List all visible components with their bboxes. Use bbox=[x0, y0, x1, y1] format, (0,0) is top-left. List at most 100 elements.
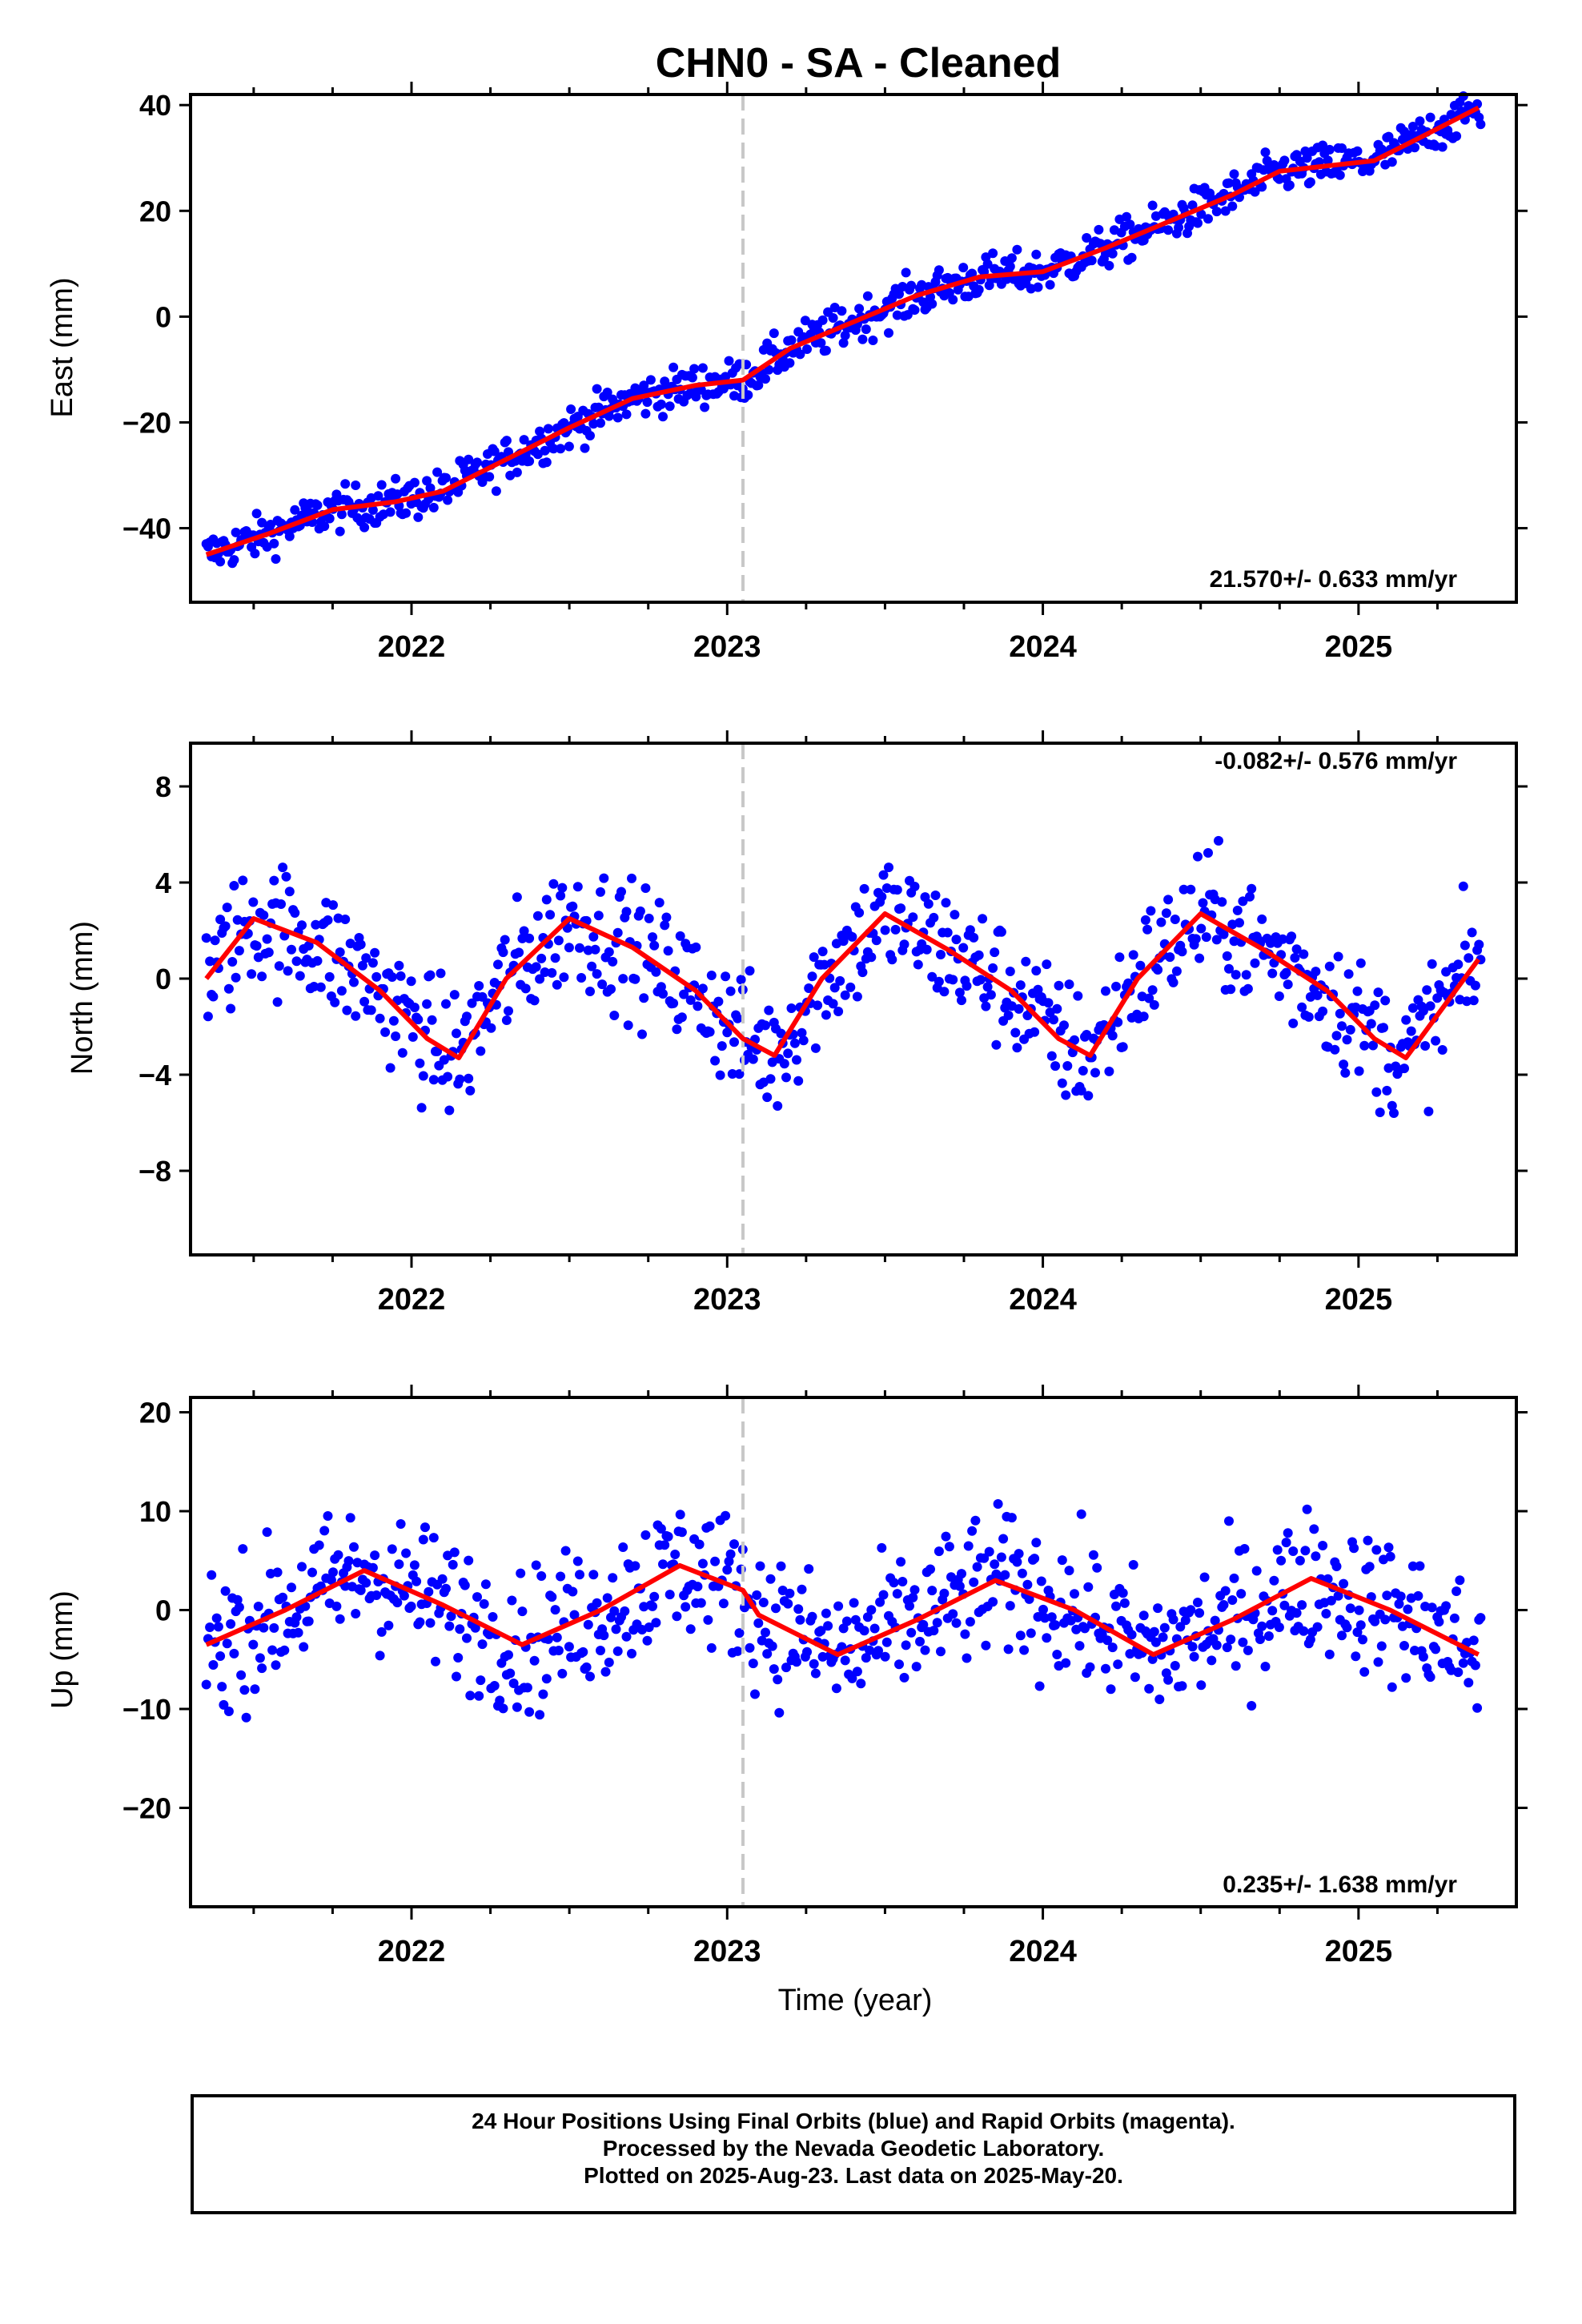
data-point bbox=[532, 911, 543, 921]
data-point bbox=[269, 875, 279, 886]
data-point bbox=[795, 349, 805, 360]
data-point bbox=[866, 952, 877, 963]
data-point bbox=[464, 454, 474, 464]
data-point bbox=[331, 1601, 342, 1611]
data-point bbox=[462, 1633, 472, 1643]
data-point bbox=[1163, 895, 1174, 905]
data-point bbox=[1031, 966, 1042, 976]
data-point bbox=[1189, 1651, 1199, 1662]
data-point bbox=[452, 1028, 461, 1039]
data-point bbox=[1042, 959, 1052, 970]
plot-frame bbox=[189, 1396, 1518, 1908]
data-point bbox=[884, 862, 893, 873]
data-point bbox=[489, 446, 500, 456]
data-point bbox=[409, 477, 420, 488]
data-point bbox=[299, 1642, 309, 1652]
data-point bbox=[592, 969, 602, 979]
data-point bbox=[585, 431, 595, 440]
data-point bbox=[1144, 1683, 1154, 1694]
data-point bbox=[1130, 1672, 1140, 1683]
data-point bbox=[543, 1634, 553, 1644]
data-point bbox=[807, 1611, 817, 1622]
data-point bbox=[432, 467, 443, 477]
data-point bbox=[1163, 225, 1174, 235]
data-point bbox=[951, 1618, 962, 1628]
data-point bbox=[1373, 1657, 1383, 1667]
data-point bbox=[1219, 929, 1229, 939]
data-point bbox=[840, 330, 850, 340]
data-point bbox=[328, 900, 338, 911]
data-point bbox=[713, 996, 724, 1007]
data-point bbox=[345, 1513, 355, 1523]
data-point bbox=[1318, 1541, 1328, 1550]
data-point bbox=[892, 1589, 902, 1599]
data-point bbox=[1323, 1574, 1333, 1584]
data-point bbox=[1297, 1002, 1307, 1012]
data-point bbox=[1299, 1626, 1309, 1636]
data-point bbox=[831, 1683, 841, 1694]
data-point bbox=[797, 1584, 807, 1594]
data-point bbox=[272, 1567, 283, 1578]
data-point bbox=[1050, 1061, 1061, 1072]
data-point bbox=[222, 1638, 232, 1649]
data-point bbox=[1470, 980, 1480, 991]
data-point bbox=[263, 947, 274, 958]
data-point bbox=[765, 1574, 776, 1584]
data-point bbox=[1017, 1568, 1027, 1578]
data-point bbox=[1387, 157, 1397, 167]
plot-frame bbox=[189, 93, 1518, 604]
data-point bbox=[449, 1547, 460, 1558]
data-point bbox=[1311, 967, 1321, 977]
data-point bbox=[428, 1533, 439, 1543]
data-point bbox=[672, 1611, 682, 1622]
data-point bbox=[251, 509, 262, 519]
data-point bbox=[425, 1618, 436, 1628]
data-point bbox=[480, 1579, 491, 1590]
data-point bbox=[979, 1553, 990, 1563]
data-point bbox=[1415, 116, 1425, 127]
data-point bbox=[1165, 952, 1175, 963]
data-point bbox=[1153, 1603, 1163, 1614]
data-point bbox=[762, 1092, 773, 1103]
data-point bbox=[753, 380, 764, 390]
data-point bbox=[519, 926, 529, 936]
data-point bbox=[1135, 960, 1146, 971]
data-point bbox=[909, 305, 920, 316]
data-point bbox=[585, 987, 595, 996]
data-point bbox=[857, 967, 868, 978]
data-point bbox=[1083, 1091, 1094, 1101]
data-point bbox=[1229, 936, 1239, 947]
data-point bbox=[793, 1076, 804, 1086]
data-point bbox=[1149, 1626, 1159, 1637]
data-point bbox=[934, 976, 944, 987]
x-tick-label: 2025 bbox=[1325, 1935, 1393, 1968]
data-point bbox=[529, 995, 540, 1006]
data-point bbox=[679, 989, 689, 999]
data-point bbox=[415, 1617, 425, 1627]
data-point bbox=[1318, 1006, 1328, 1016]
data-point bbox=[1458, 881, 1468, 891]
data-point bbox=[401, 508, 412, 518]
figure-title: CHN0 - SA - Cleaned bbox=[656, 40, 1062, 86]
data-point bbox=[833, 1007, 844, 1016]
data-point bbox=[990, 1559, 1000, 1570]
data-point bbox=[569, 1610, 580, 1620]
data-point bbox=[618, 974, 628, 984]
data-point bbox=[862, 291, 873, 301]
data-point bbox=[852, 1667, 862, 1677]
data-point bbox=[1257, 182, 1267, 192]
data-point bbox=[357, 960, 367, 971]
data-point bbox=[425, 970, 436, 980]
data-point bbox=[1180, 1615, 1191, 1626]
data-point bbox=[1295, 1555, 1305, 1566]
data-point bbox=[745, 1642, 755, 1653]
data-point bbox=[792, 1055, 801, 1065]
data-point bbox=[359, 522, 370, 533]
data-point bbox=[208, 1660, 219, 1670]
data-point bbox=[609, 1011, 620, 1020]
data-point bbox=[1245, 891, 1255, 902]
data-point bbox=[278, 862, 288, 873]
data-point bbox=[600, 1667, 611, 1677]
data-point bbox=[472, 457, 482, 468]
data-point bbox=[1083, 1582, 1094, 1592]
